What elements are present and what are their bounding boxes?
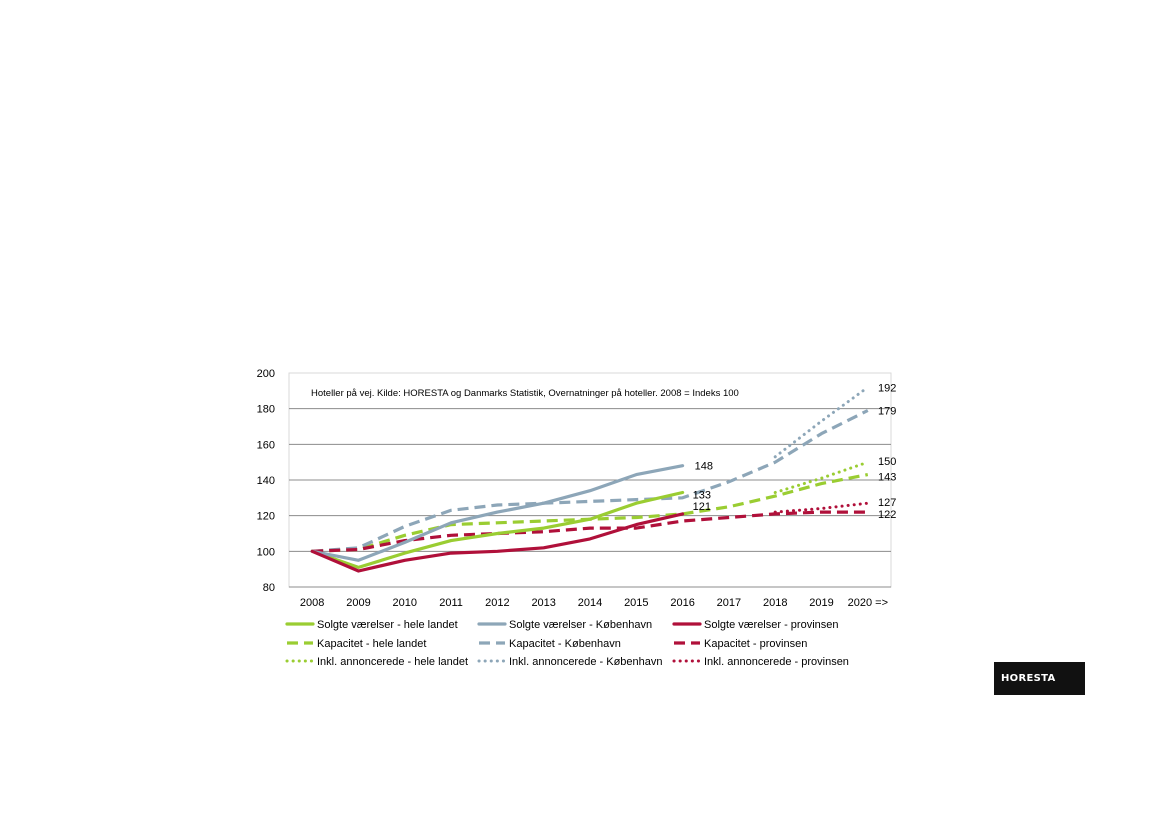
legend-item-inkl-annoncerede-hele-landet: Inkl. annoncerede - hele landet <box>285 656 468 668</box>
legend-label: Solgte værelser - provinsen <box>704 619 839 631</box>
series-line-solgte-v-relser-k-benhavn <box>310 464 685 562</box>
data-label: 179 <box>878 405 896 417</box>
x-tick-label: 2010 <box>393 597 417 609</box>
legend-item-inkl-annoncerede-provinsen: Inkl. annoncerede - provinsen <box>672 656 849 668</box>
x-tick-label: 2015 <box>624 597 648 609</box>
data-label: 150 <box>878 456 896 468</box>
series-line-kapacitet-provinsen <box>312 510 868 553</box>
y-tick-label: 80 <box>263 582 275 594</box>
legend-label: Solgte værelser - hele landet <box>317 619 458 631</box>
data-label: 192 <box>878 382 896 394</box>
y-tick-label: 140 <box>257 475 275 487</box>
x-tick-label: 2009 <box>346 597 370 609</box>
legend-label: Inkl. annoncerede - København <box>509 656 663 668</box>
x-tick-label: 2017 <box>717 597 741 609</box>
x-tick-label: 2016 <box>670 597 694 609</box>
legend-label: Kapacitet - hele landet <box>317 638 426 650</box>
legend-label: Kapacitet - provinsen <box>704 638 807 650</box>
legend-label: Kapacitet - København <box>509 638 621 650</box>
data-label: 148 <box>695 461 713 473</box>
chart-subtitle: Hoteller på vej. Kilde: HORESTA og Danma… <box>311 388 739 399</box>
y-tick-label: 120 <box>257 511 275 523</box>
x-tick-label: 2014 <box>578 597 602 609</box>
series-line-solgte-v-relser-hele-landet <box>310 490 685 570</box>
series-line-inkl-annoncerede-k-benhavn <box>773 385 870 459</box>
y-tick-label: 200 <box>257 368 275 380</box>
legend-label: Solgte værelser - København <box>509 619 652 631</box>
legend-item-inkl-annoncerede-k-benhavn: Inkl. annoncerede - København <box>477 656 663 668</box>
y-tick-label: 100 <box>257 546 275 558</box>
horesta-logo: HORESTA <box>994 662 1085 695</box>
series-line-kapacitet-k-benhavn <box>312 409 869 553</box>
legend-label: Inkl. annoncerede - provinsen <box>704 656 849 668</box>
x-tick-label: 2012 <box>485 597 509 609</box>
series-line-inkl-annoncerede-hele-landet <box>773 460 870 494</box>
y-tick-label: 180 <box>257 404 275 416</box>
legend-item-kapacitet-provinsen: Kapacitet - provinsen <box>674 638 807 650</box>
data-label: 133 <box>693 489 711 501</box>
x-tick-label: 2008 <box>300 597 324 609</box>
x-tick-label: 2013 <box>531 597 555 609</box>
data-label: 122 <box>878 509 896 521</box>
data-label: 143 <box>878 472 896 484</box>
legend-item-solgte-v-relser-provinsen: Solgte værelser - provinsen <box>672 619 839 631</box>
legend-item-solgte-v-relser-k-benhavn: Solgte værelser - København <box>477 619 652 631</box>
legend-item-solgte-v-relser-hele-landet: Solgte værelser - hele landet <box>285 619 458 631</box>
legend-item-kapacitet-k-benhavn: Kapacitet - København <box>479 638 621 650</box>
x-tick-label: 2020 => <box>848 597 888 609</box>
series-line-solgte-v-relser-provinsen <box>310 512 685 573</box>
y-tick-label: 160 <box>257 439 275 451</box>
x-tick-label: 2018 <box>763 597 787 609</box>
legend-item-kapacitet-hele-landet: Kapacitet - hele landet <box>287 638 426 650</box>
x-tick-label: 2011 <box>439 597 463 609</box>
legend-label: Inkl. annoncerede - hele landet <box>317 656 468 668</box>
data-label: 121 <box>693 501 711 513</box>
data-label: 127 <box>878 497 896 509</box>
x-tick-label: 2019 <box>809 597 833 609</box>
